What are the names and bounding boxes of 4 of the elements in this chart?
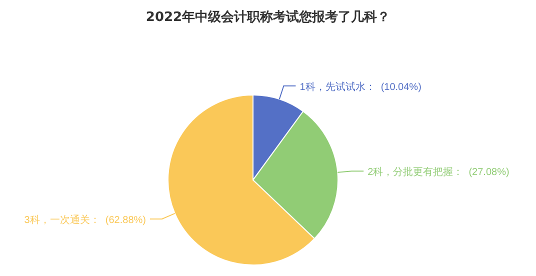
- slice-label: 1科，先试试水： (10.04%): [300, 80, 422, 93]
- chart-title: 2022年中级会计职称考试您报考了几科？: [144, 9, 392, 26]
- slice-label: 3科，一次通关： (62.88%): [24, 214, 146, 226]
- slice-label: 2科，分批更有把握： (27.08%): [368, 166, 510, 178]
